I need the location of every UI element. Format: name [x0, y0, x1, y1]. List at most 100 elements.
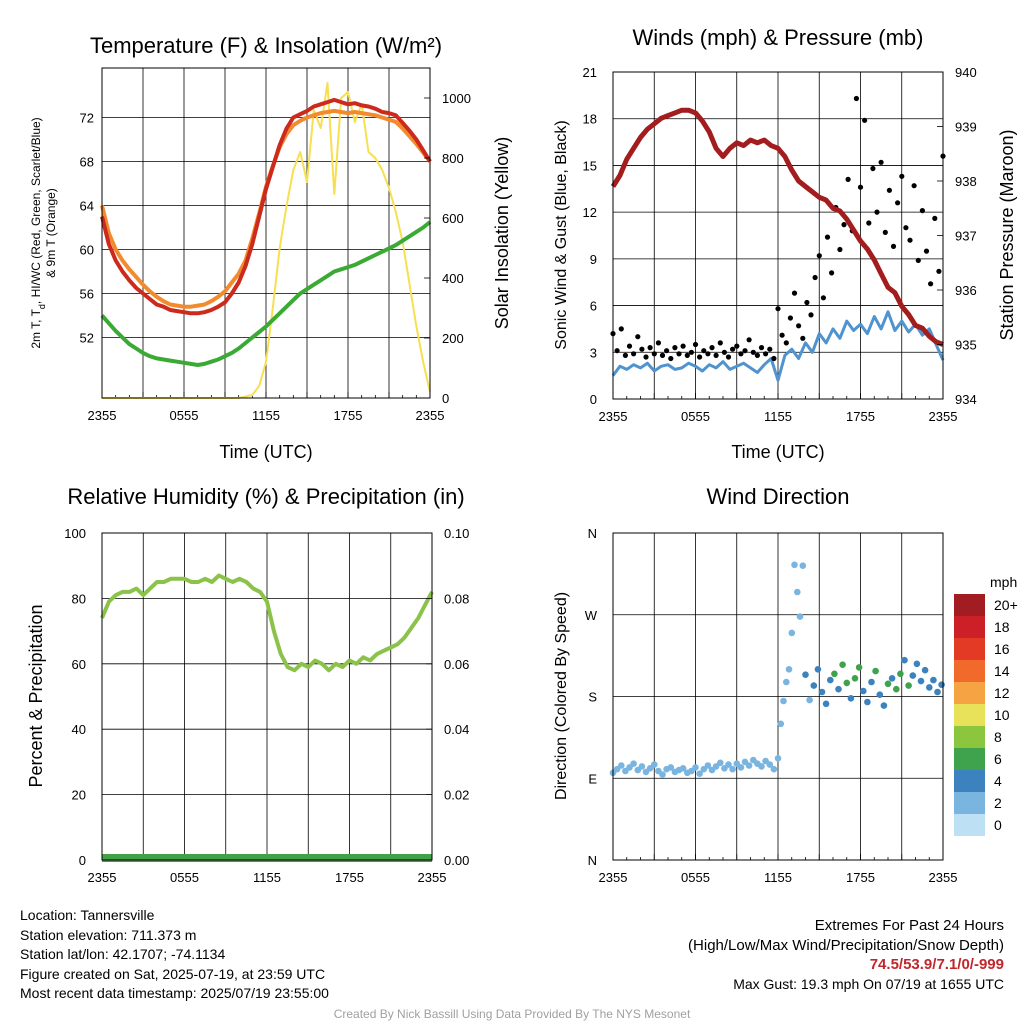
- direction-point: [796, 613, 804, 620]
- y2-tick-label: 400: [442, 271, 464, 286]
- temperature-chart-title: Temperature (F) & Insolation (W/m²): [90, 33, 442, 58]
- gust-point: [754, 352, 761, 358]
- humidity-y-ticks: 0 20 40 60 80 100: [64, 526, 86, 868]
- y2-tick-label: 0.02: [444, 788, 469, 803]
- direction-point: [847, 695, 855, 702]
- gust-point: [928, 281, 934, 287]
- direction-point: [745, 762, 753, 769]
- x-tick-label: 2355: [88, 870, 117, 885]
- direction-point: [729, 765, 736, 773]
- insolation-y-axis-label: Solar Insolation (Yellow): [492, 137, 512, 329]
- y-tick-label: 18: [583, 112, 597, 127]
- gust-point: [626, 343, 633, 349]
- wind-y-axis-label: Sonic Wind & Gust (Blue, Black): [553, 120, 570, 349]
- wind-y-ticks: 0 3 6 9 12 15 18 21: [583, 65, 597, 407]
- y-tick-label: 72: [80, 111, 94, 126]
- legend-label: 2: [994, 795, 1002, 811]
- extremes-title: Extremes For Past 24 Hours: [814, 917, 1004, 934]
- gust-point: [713, 352, 719, 358]
- station-info: Location: Tannersville Station elevation…: [20, 906, 329, 1004]
- pressure-line: [610, 107, 944, 347]
- direction-point: [934, 688, 941, 696]
- direction-point: [758, 763, 765, 770]
- direction-point: [774, 755, 782, 762]
- y-tick-label: S: [588, 690, 597, 705]
- gust-point: [899, 173, 905, 179]
- gust-point: [845, 176, 851, 182]
- gust-point: [791, 290, 798, 296]
- legend-swatch: [954, 792, 985, 814]
- temperature-panel: Temperature (F) & Insolation (W/m²) 52 56…: [29, 33, 512, 462]
- station-elevation: Station elevation: 711.373 m: [20, 926, 197, 943]
- station-location: Location: Tannersville: [20, 907, 155, 923]
- direction-grid: [613, 533, 943, 860]
- speed-color-legend: mph 20+ 18 16 14 12 10 8 6 4 2 0: [954, 574, 1018, 836]
- temperature-series-line: [100, 220, 432, 367]
- gust-point: [688, 349, 695, 355]
- wind-series: [610, 95, 946, 382]
- direction-point: [810, 682, 818, 689]
- y2-tick-label: 0: [442, 391, 449, 406]
- x-tick-label: 1755: [846, 409, 875, 424]
- gust-point: [911, 183, 917, 189]
- gust-point: [622, 352, 629, 358]
- legend-swatch: [954, 726, 985, 748]
- gust-point: [829, 270, 835, 276]
- direction-point: [791, 561, 798, 569]
- gust-point: [878, 159, 884, 165]
- temperature-y-axis-label-line2: & 9m T (Orange): [44, 188, 58, 278]
- gust-point: [639, 346, 645, 352]
- gust-point: [932, 215, 938, 221]
- legend-swatch: [954, 814, 985, 836]
- legend-swatch: [954, 682, 985, 704]
- y-tick-label: 68: [80, 155, 94, 170]
- direction-point: [799, 562, 807, 569]
- direction-point: [921, 666, 929, 674]
- gust-point: [668, 355, 674, 362]
- legend-label: 20+: [994, 597, 1018, 613]
- y-tick-label: 60: [72, 657, 86, 672]
- gust-point: [886, 187, 893, 193]
- gust-point: [738, 351, 744, 357]
- temperature-series: [100, 82, 432, 399]
- gust-point: [837, 246, 843, 253]
- gust-point: [923, 248, 930, 254]
- y-tick-label: 60: [80, 243, 94, 258]
- gust-point: [787, 315, 794, 321]
- y2-tick-label: 0.04: [444, 722, 469, 737]
- direction-point: [785, 666, 793, 673]
- direction-point: [872, 667, 879, 675]
- gust-point: [742, 348, 748, 354]
- gust-point: [676, 351, 682, 357]
- direction-point: [913, 660, 921, 668]
- x-tick-label: 2355: [88, 408, 117, 423]
- gust-point: [895, 200, 901, 206]
- direction-point: [780, 697, 787, 705]
- gust-point: [853, 95, 860, 102]
- y2-tick-label: 1000: [442, 91, 471, 106]
- y2-tick-label: 0.10: [444, 526, 469, 541]
- x-tick-label: 2355: [929, 409, 958, 424]
- direction-point: [938, 681, 945, 688]
- x-tick-label: 0555: [170, 870, 199, 885]
- gust-point: [725, 354, 732, 360]
- direction-point: [917, 677, 925, 685]
- direction-point: [835, 685, 842, 693]
- gust-point: [672, 345, 678, 351]
- temperature-y-axis-label: 2m T, Td, HI/WC (Red, Green, Scarlet/Blu…: [29, 117, 47, 348]
- legend-swatch: [954, 616, 985, 638]
- direction-point: [876, 691, 884, 698]
- direction-point: [679, 765, 687, 772]
- y-tick-label: 12: [583, 205, 597, 220]
- direction-x-ticks: 2355 0555 1155 1755 2355: [599, 870, 958, 885]
- direction-point: [905, 682, 912, 689]
- precip-y-ticks: 0.00 0.02 0.04 0.06 0.08 0.10: [426, 526, 469, 868]
- wind-pressure-panel: Winds (mph) & Pressure (mb) 0 3 6 9 12 15 18 21…: [553, 25, 1017, 462]
- gust-point: [709, 345, 715, 351]
- legend-label: 10: [994, 707, 1010, 723]
- gust-point: [680, 343, 686, 349]
- y2-tick-label: 934: [955, 392, 977, 407]
- gust-point: [874, 209, 880, 215]
- gust-point: [808, 312, 814, 318]
